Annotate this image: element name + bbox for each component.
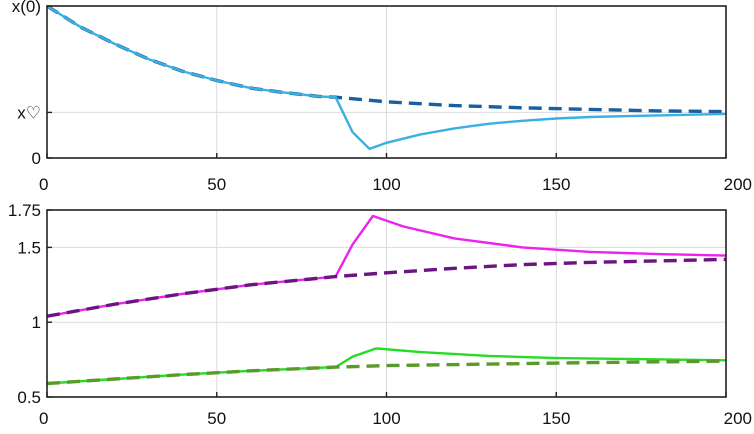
bottom-series-3-dashed-line xyxy=(47,359,726,386)
bottom-y-tick-label-1: 1 xyxy=(32,313,41,332)
top-x-tick-label-3: 150 xyxy=(542,175,570,194)
bottom-x-tick-label-2: 100 xyxy=(372,409,400,428)
top-x-tick-label-0: 0 xyxy=(39,175,48,194)
top-series-1-solid-line xyxy=(47,6,726,151)
bottom-x-tick-label-3: 150 xyxy=(542,409,570,428)
bottom-x-tick-label-4: 200 xyxy=(724,409,752,428)
top-y-tick-label-2: x(0) xyxy=(12,0,41,16)
top-plot: 0 50 100 150 200 0 x♡ x(0) xyxy=(12,0,752,194)
bottom-series-0-solid-line xyxy=(47,214,726,318)
top-y-tick-label-0: 0 xyxy=(32,149,41,168)
top-x-tick-label-2: 100 xyxy=(372,175,400,194)
bottom-y-tick-label-2: 1.5 xyxy=(17,238,41,257)
bottom-y-tick-label-3: 1.75 xyxy=(8,201,41,220)
bottom-x-tick-label-0: 0 xyxy=(39,409,48,428)
bottom-plot: 0 50 100 150 200 0.5 1 1.5 1.75 xyxy=(8,201,752,428)
top-y-tick-label-1: x♡ xyxy=(17,103,41,122)
bottom-y-tick-label-0: 0.5 xyxy=(17,388,41,407)
top-x-tick-label-4: 200 xyxy=(724,175,752,194)
top-x-tick-label-1: 50 xyxy=(207,175,226,194)
bottom-series-1-dashed-line xyxy=(47,257,726,318)
bottom-x-tick-label-1: 50 xyxy=(207,409,226,428)
